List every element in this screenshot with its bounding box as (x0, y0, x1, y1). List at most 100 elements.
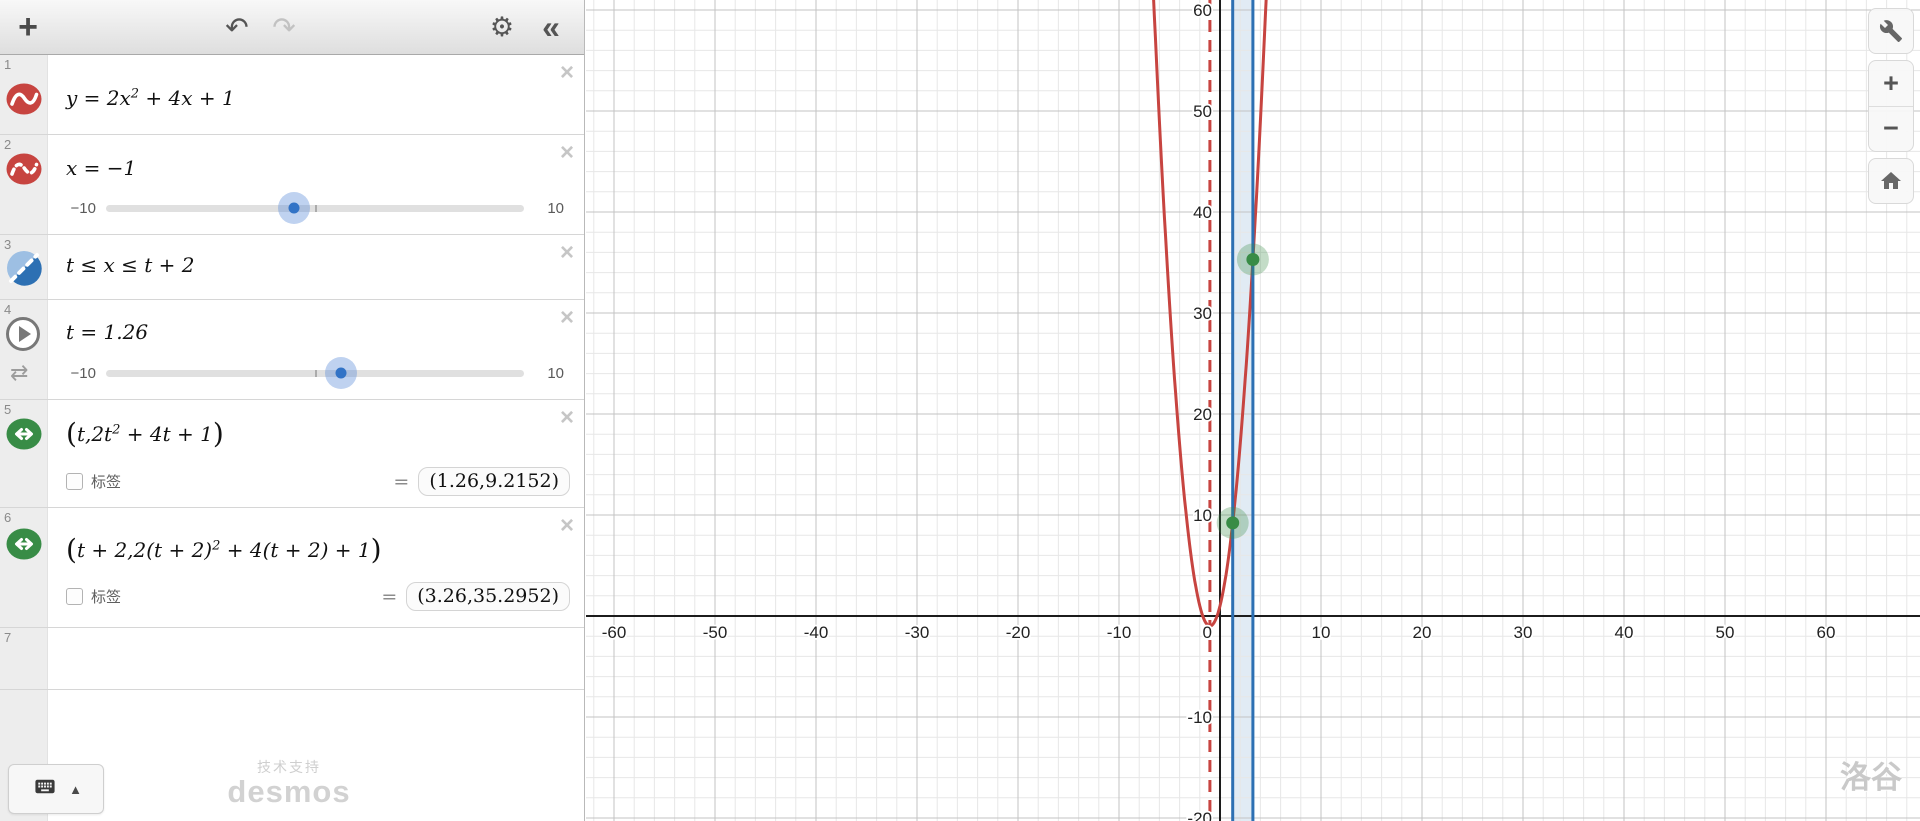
svg-text:60: 60 (1193, 1, 1212, 20)
expression-gutter[interactable]: 1 (0, 55, 48, 134)
label-checkbox-text[interactable]: 标签 (91, 474, 122, 491)
zoom-buttons: + − (1868, 60, 1914, 152)
math-token: t = 1.26 (66, 320, 149, 344)
graph-settings-button[interactable] (1868, 8, 1914, 54)
expression-options: 标签 = (1.26,9.2152) (66, 467, 570, 496)
equals-sign: = (381, 585, 398, 608)
red-curve-icon[interactable] (6, 83, 42, 115)
expression-content[interactable]: (t + 2,2(t + 2)2 + 4(t + 2) + 1) 标签 = (3.26… (48, 508, 584, 627)
svg-text:20: 20 (1413, 623, 1432, 642)
svg-text:-10: -10 (1187, 708, 1212, 727)
label-checkbox-text[interactable]: 标签 (91, 589, 122, 606)
close-icon[interactable]: × (559, 139, 574, 166)
slider: −10 10 (58, 357, 564, 389)
slider-track[interactable] (106, 357, 524, 389)
label-checkbox[interactable] (66, 473, 83, 490)
svg-text:50: 50 (1193, 102, 1212, 121)
expression-row-1[interactable]: 1 y = 2x2 + 4x + 1 × (0, 55, 584, 135)
evaluation-result[interactable]: (1.26,9.2152) (418, 467, 570, 496)
math-token: ) (370, 533, 382, 566)
play-icon (18, 326, 31, 342)
svg-text:10: 10 (1312, 623, 1331, 642)
expression-math[interactable]: y = 2x2 + 4x + 1 (66, 86, 235, 110)
expression-index: 2 (4, 137, 12, 152)
slider-max-label[interactable]: 10 (547, 364, 564, 382)
gear-icon[interactable]: ⚙ (489, 12, 515, 42)
expression-content[interactable] (48, 628, 584, 689)
expression-row-6[interactable]: 6 (t + 2,2(t + 2)2 + 4(t + 2) + 1) 标签 = (3.2… (0, 508, 584, 628)
blue-inequality-icon[interactable] (6, 250, 42, 286)
close-icon[interactable]: × (559, 59, 574, 86)
svg-text:60: 60 (1817, 623, 1836, 642)
green-point-icon[interactable] (6, 528, 42, 560)
expression-math[interactable]: x = −1 (66, 156, 136, 180)
expression-math[interactable]: t ≤ x ≤ t + 2 (66, 253, 195, 277)
close-icon[interactable]: × (559, 512, 574, 539)
math-token: t ≤ x ≤ t + 2 (66, 253, 195, 277)
zoom-in-button[interactable]: + (1883, 67, 1899, 98)
svg-text:20: 20 (1193, 405, 1212, 424)
expression-content[interactable]: x = −1 −10 10 (48, 135, 584, 234)
green-point-icon[interactable] (6, 418, 42, 450)
expression-content[interactable]: t ≤ x ≤ t + 2 (48, 235, 584, 299)
slider-min-label[interactable]: −10 (70, 364, 96, 382)
expression-content[interactable]: (t,2t2 + 4t + 1) 标签 = (1.26,9.2152) (48, 400, 584, 507)
close-icon[interactable]: × (559, 304, 574, 331)
close-icon[interactable]: × (559, 404, 574, 431)
expression-list: 1 y = 2x2 + 4x + 1 × 2 x = −1 −10 10 × 3 t ≤ x ≤ … (0, 55, 584, 690)
expression-math[interactable]: (t,2t2 + 4t + 1) (66, 417, 224, 450)
expression-gutter[interactable]: 3 (0, 235, 48, 299)
loop-direction-icon[interactable]: ⇄ (10, 360, 29, 385)
desmos-support-text: 技术支持 (257, 759, 321, 775)
expression-row-4[interactable]: 4 ⇄ t = 1.26 −10 10 × (0, 300, 584, 400)
expression-row-2[interactable]: 2 x = −1 −10 10 × (0, 135, 584, 235)
expression-index: 6 (4, 510, 12, 525)
home-viewport-button[interactable] (1868, 158, 1914, 204)
play-button[interactable] (6, 317, 40, 351)
collapse-panel-icon[interactable]: « (542, 9, 560, 45)
math-token: + 4(t + 2) + 1 (220, 538, 371, 562)
expression-gutter[interactable]: 6 (0, 508, 48, 627)
expression-panel: + ↶ ↷ ⚙ « 1 y = 2x2 + 4x + 1 × 2 x = −1 −10 10… (0, 0, 585, 821)
slider-min-label[interactable]: −10 (70, 199, 96, 217)
svg-text:30: 30 (1514, 623, 1533, 642)
svg-text:0: 0 (1203, 623, 1212, 642)
expression-content[interactable]: t = 1.26 −10 10 (48, 300, 584, 399)
expression-gutter[interactable]: 2 (0, 135, 48, 234)
expression-math[interactable]: (t + 2,2(t + 2)2 + 4(t + 2) + 1) (66, 533, 382, 566)
wrench-icon (1879, 19, 1903, 43)
expression-gutter[interactable]: 7 (0, 628, 48, 689)
math-token: + 4x + 1 (139, 86, 235, 110)
expression-index: 3 (4, 237, 12, 252)
expression-gutter[interactable]: 4 ⇄ (0, 300, 48, 399)
slider-max-label[interactable]: 10 (547, 199, 564, 217)
red-dashed-curve-icon[interactable] (6, 153, 42, 185)
label-checkbox[interactable] (66, 588, 83, 605)
expression-row-5[interactable]: 5 (t,2t2 + 4t + 1) 标签 = (1.26,9.2152) × (0, 400, 584, 508)
slider-track[interactable] (106, 192, 524, 224)
math-token: t,2t (76, 422, 113, 446)
redo-button[interactable]: ↷ (272, 12, 296, 43)
close-icon[interactable]: × (559, 239, 574, 266)
add-expression-button[interactable]: + (18, 8, 38, 46)
math-token: ( (66, 533, 77, 566)
math-token: + 4t + 1 (120, 422, 213, 446)
evaluation-result[interactable]: (3.26,35.2952) (406, 582, 570, 611)
expression-index: 5 (4, 402, 12, 417)
graph-canvas[interactable]: -60 -50 -40 -30 -20 -10 10 20 30 40 50 60 -20 -10 10 20… (586, 0, 1920, 821)
expression-row-3[interactable]: 3 t ≤ x ≤ t + 2 × (0, 235, 584, 300)
slider-handle-dot (335, 367, 347, 379)
slider-handle[interactable] (325, 357, 358, 389)
svg-text:40: 40 (1615, 623, 1634, 642)
math-token: t + 2,2(t + 2) (76, 538, 213, 562)
zoom-out-button[interactable]: − (1883, 113, 1899, 144)
expression-content[interactable]: y = 2x2 + 4x + 1 (48, 55, 584, 134)
expression-index: 7 (4, 630, 12, 645)
show-keyboard-button[interactable]: ▲ (8, 764, 104, 814)
expression-math[interactable]: t = 1.26 (66, 320, 148, 344)
slider-handle[interactable] (278, 192, 311, 224)
desmos-watermark: 技术支持 desmos (194, 757, 384, 807)
expression-row-7[interactable]: 7 (0, 628, 584, 690)
undo-button[interactable]: ↶ (225, 12, 249, 43)
expression-gutter[interactable]: 5 (0, 400, 48, 507)
